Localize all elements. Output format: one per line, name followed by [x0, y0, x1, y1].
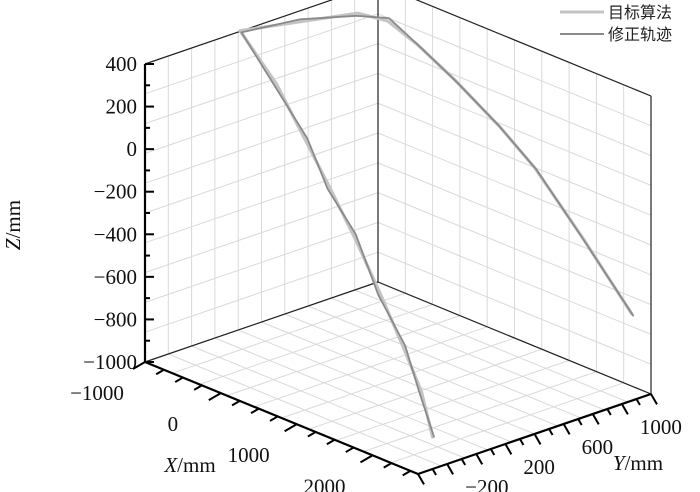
y-minor-tick: [548, 428, 554, 436]
z-tick-label: −800: [94, 307, 137, 331]
x-major-tick: [359, 454, 374, 464]
x-minor-tick: [383, 462, 392, 469]
y-minor-tick: [489, 448, 496, 456]
y-major-tick: [562, 423, 571, 435]
tick-layer: 4002000−200−400−600−800−1000−10000100020…: [70, 52, 682, 492]
y-tick-label: 1000: [640, 415, 682, 439]
y-major-tick: [446, 463, 454, 475]
x-minor-tick: [231, 400, 241, 407]
y-major-tick: [650, 393, 658, 405]
y-major-tick: [504, 443, 513, 455]
z-tick-label: −1000: [83, 350, 137, 374]
z-axis-title: Z/mm: [1, 200, 25, 250]
y-tick-label: −200: [465, 475, 508, 492]
grid-line: [284, 313, 558, 427]
x-axis-title: X/mm: [163, 453, 215, 477]
grid-line: [390, 382, 624, 464]
y-major-tick: [475, 453, 484, 465]
x-minor-tick: [326, 438, 336, 446]
y-tick-label: 600: [582, 435, 614, 459]
z-tick-label: −200: [94, 180, 137, 204]
grid-line: [335, 359, 570, 441]
x-minor-tick: [307, 431, 317, 438]
grid-line: [377, 102, 652, 216]
x-minor-tick: [174, 376, 184, 383]
x-minor-tick: [402, 470, 411, 477]
x-major-tick: [284, 423, 298, 433]
grid-line: [307, 305, 582, 419]
grid-line: [144, 13, 379, 95]
y-minor-tick: [519, 438, 525, 446]
x-tick-label: 0: [168, 412, 179, 436]
x-minor-tick: [193, 384, 203, 391]
grid-line: [144, 102, 379, 184]
series-layer: [238, 11, 635, 439]
frame-edge: [415, 0, 652, 97]
grid-line: [144, 132, 379, 214]
grid-line: [308, 348, 542, 430]
x-tick-label: −1000: [70, 381, 124, 405]
grid-line: [363, 371, 597, 453]
y-major-tick: [533, 433, 542, 445]
x-minor-tick: [250, 407, 260, 415]
x-tick-label: 1000: [228, 443, 270, 467]
grid-line: [377, 72, 652, 186]
y-minor-tick: [635, 398, 641, 406]
y-major-tick: [621, 403, 629, 415]
grid-line: [331, 297, 605, 411]
series-line-corrected: [240, 14, 635, 438]
grid-line: [377, 13, 652, 127]
grid-line: [377, 132, 652, 246]
x-minor-tick: [155, 368, 165, 376]
z-tick-label: 200: [106, 95, 138, 119]
x-minor-tick: [345, 446, 355, 453]
z-tick-label: −600: [94, 265, 137, 289]
frame-edge: [144, 281, 379, 363]
y-tick-label: 200: [523, 455, 555, 479]
grid-line: [377, 43, 652, 157]
z-tick-label: 0: [127, 137, 138, 161]
frame-layer: [144, 0, 652, 395]
grid-line: [144, 43, 379, 125]
axis-layer: [143, 64, 652, 476]
legend-label-corrected: 修正轨迹: [608, 25, 672, 44]
x-major-tick: [208, 392, 222, 401]
legend-label-target: 目标算法: [608, 3, 672, 22]
y-minor-tick: [431, 468, 437, 476]
y-axis-title: Y/mm: [613, 451, 663, 475]
grid-line: [261, 321, 535, 435]
y-minor-tick: [577, 418, 583, 426]
z-tick-label: −400: [94, 222, 137, 246]
grid-line: [354, 289, 628, 403]
y-minor-tick: [460, 458, 467, 466]
y-minor-tick: [606, 408, 612, 416]
grid-layer: [144, 0, 652, 475]
z-tick-label: 400: [106, 52, 138, 76]
frame-edge: [144, 0, 334, 65]
x-major-tick: [132, 361, 146, 370]
chart-legend: 目标算法 修正轨迹: [560, 3, 672, 44]
x-tick-label: 2000: [304, 474, 346, 492]
y-major-tick: [591, 413, 600, 425]
grid-line: [144, 72, 379, 154]
frame-edge: [377, 281, 652, 395]
y-major-tick: [417, 473, 425, 485]
x-minor-tick: [269, 415, 279, 422]
